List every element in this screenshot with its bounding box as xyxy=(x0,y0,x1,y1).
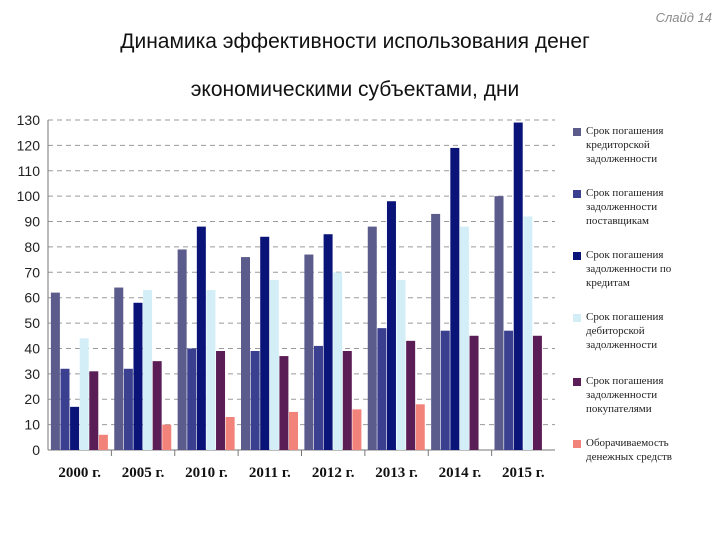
bar xyxy=(196,226,206,450)
bar xyxy=(415,404,425,450)
legend-label: Срок погашения кредиторской задолженност… xyxy=(586,125,664,165)
y-tick-label: 10 xyxy=(24,417,40,433)
slide-number: Слайд 14 xyxy=(655,10,712,25)
legend-swatch xyxy=(573,314,581,322)
chart-title-line-2: экономическими субъектами, дни xyxy=(190,78,520,101)
bar xyxy=(269,279,279,450)
bar xyxy=(523,216,533,450)
legend-label: Срок погашения задолженности поставщикам xyxy=(586,187,664,227)
x-tick-label: 2012 г. xyxy=(312,465,355,481)
bar xyxy=(70,406,80,450)
bar xyxy=(323,234,333,450)
x-tick-label: 2010 г. xyxy=(185,465,228,481)
x-tick-label: 2011 г. xyxy=(249,465,291,481)
bar xyxy=(98,434,108,450)
bar xyxy=(494,196,504,450)
y-tick-label: 60 xyxy=(24,290,40,306)
bar xyxy=(143,290,153,450)
bar xyxy=(352,409,362,450)
x-tick-label: 2005 г. xyxy=(122,465,165,481)
bar xyxy=(123,368,133,450)
chart-title-line-1: Динамика эффективности использования ден… xyxy=(120,30,590,53)
bar xyxy=(396,279,406,450)
bar xyxy=(504,330,514,450)
y-tick-label: 130 xyxy=(17,112,41,128)
bar xyxy=(431,213,441,450)
bar xyxy=(386,201,396,450)
y-tick-label: 20 xyxy=(24,391,40,407)
bar xyxy=(162,424,172,450)
bar xyxy=(406,340,416,450)
legend-swatch xyxy=(573,190,581,198)
bar xyxy=(216,351,226,450)
bar xyxy=(206,290,216,450)
bar xyxy=(459,226,469,450)
x-tick-label: 2013 г. xyxy=(375,465,418,481)
y-tick-label: 50 xyxy=(24,315,40,331)
bar xyxy=(513,122,523,451)
x-tick-label: 2015 г. xyxy=(502,465,545,481)
legend-label: Срок погашения задолженности покупателям… xyxy=(586,375,664,415)
y-tick-label: 120 xyxy=(17,137,41,153)
bar xyxy=(241,257,251,450)
legend-swatch xyxy=(573,252,581,260)
bar xyxy=(133,302,143,450)
legend-label: Срок погашения дебиторской задолженности xyxy=(586,311,664,351)
bar xyxy=(89,371,99,450)
bar xyxy=(450,147,460,450)
legend-label: Оборачиваемость денежных средств xyxy=(586,437,672,463)
x-tick-label: 2000 г. xyxy=(58,465,101,481)
bar xyxy=(279,356,289,450)
bar xyxy=(50,292,60,450)
y-tick-label: 110 xyxy=(18,163,41,179)
legend-swatch xyxy=(573,378,581,386)
bar xyxy=(225,417,235,450)
y-tick-label: 40 xyxy=(24,340,40,356)
bar xyxy=(333,272,343,450)
y-tick-label: 30 xyxy=(24,366,40,382)
bar xyxy=(377,328,387,450)
bar xyxy=(313,345,323,450)
bar xyxy=(250,351,260,450)
bar xyxy=(60,368,70,450)
bar xyxy=(79,338,89,450)
x-tick-label: 2014 г. xyxy=(439,465,482,481)
bar xyxy=(187,348,197,450)
bar xyxy=(260,236,270,450)
y-tick-label: 80 xyxy=(24,239,40,255)
bar xyxy=(289,411,299,450)
legend-swatch xyxy=(573,440,581,448)
legend-swatch xyxy=(573,128,581,136)
bar xyxy=(304,254,314,450)
y-tick-label: 70 xyxy=(24,264,40,280)
bar xyxy=(469,335,479,450)
bar xyxy=(342,351,352,450)
y-tick-label: 100 xyxy=(17,188,41,204)
bar xyxy=(177,249,187,450)
bar xyxy=(440,330,450,450)
bar xyxy=(152,361,162,450)
legend-label: Срок погашения задолженности по кредитам xyxy=(586,249,672,289)
y-tick-label: 0 xyxy=(32,442,40,458)
y-tick-label: 90 xyxy=(24,214,40,230)
bar xyxy=(114,287,124,450)
bar xyxy=(532,335,542,450)
bar xyxy=(367,226,377,450)
